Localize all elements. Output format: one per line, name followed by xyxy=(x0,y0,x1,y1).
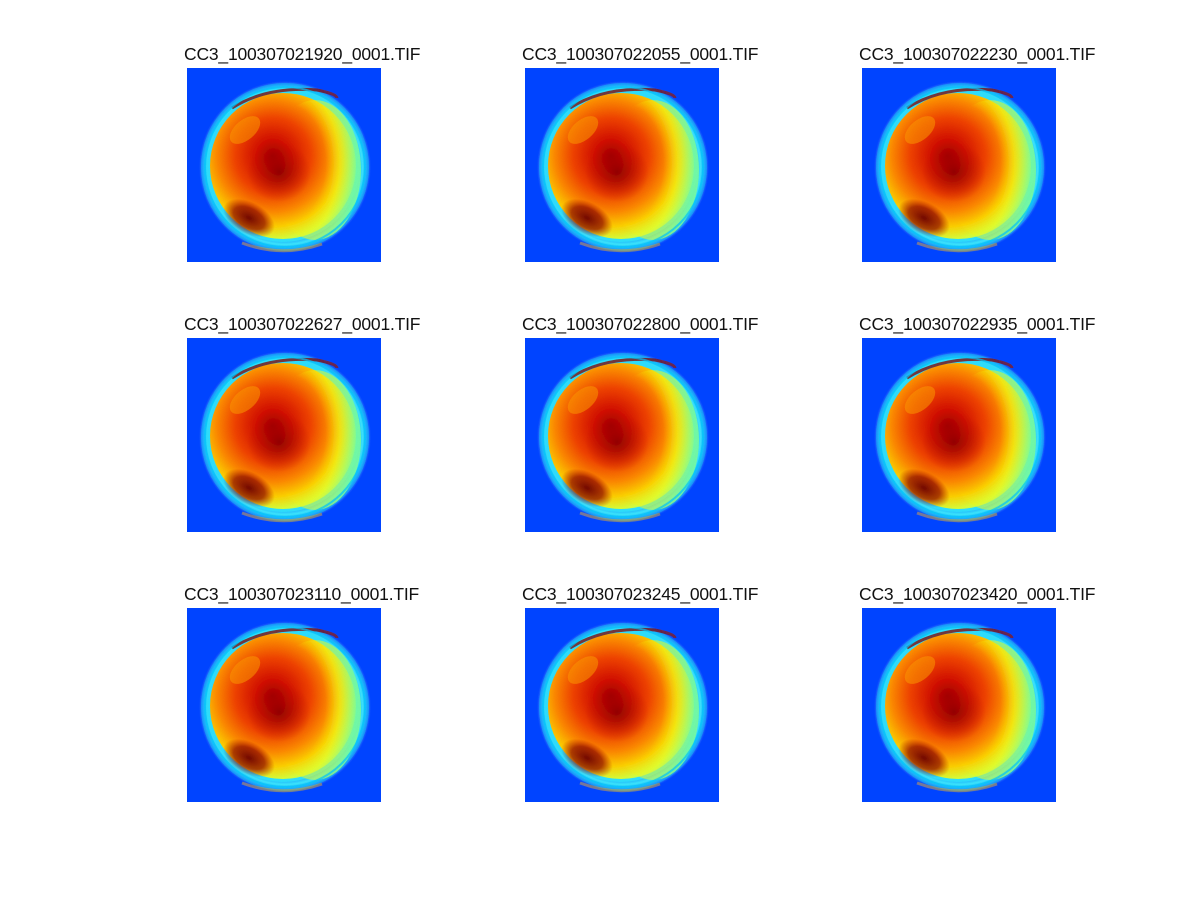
image-panel: CC3_100307022230_0001.TIF xyxy=(859,43,1142,263)
image-panel: CC3_100307023110_0001.TIF xyxy=(184,583,467,803)
false-color-disc-image xyxy=(862,68,1056,262)
panel-title: CC3_100307022627_0001.TIF xyxy=(184,314,421,334)
image-panel: CC3_100307023420_0001.TIF xyxy=(859,583,1142,803)
false-color-disc-image xyxy=(187,608,381,802)
image-panel: CC3_100307023245_0001.TIF xyxy=(522,583,805,803)
panel-title: CC3_100307022055_0001.TIF xyxy=(522,44,759,64)
image-panel: CC3_100307022935_0001.TIF xyxy=(859,313,1142,533)
false-color-disc-image xyxy=(525,338,719,532)
false-color-disc-image xyxy=(862,608,1056,802)
false-color-disc-image xyxy=(187,338,381,532)
false-color-disc-image xyxy=(525,608,719,802)
panel-title: CC3_100307022230_0001.TIF xyxy=(859,44,1096,64)
panel-title: CC3_100307023420_0001.TIF xyxy=(859,584,1096,604)
image-panel: CC3_100307021920_0001.TIF xyxy=(184,43,467,263)
image-panel: CC3_100307022800_0001.TIF xyxy=(522,313,805,533)
false-color-disc-image xyxy=(862,338,1056,532)
image-panel: CC3_100307022627_0001.TIF xyxy=(184,313,467,533)
panel-title: CC3_100307023110_0001.TIF xyxy=(184,584,420,604)
false-color-disc-image xyxy=(525,68,719,262)
image-panel: CC3_100307022055_0001.TIF xyxy=(522,43,805,263)
false-color-disc-image xyxy=(187,68,381,262)
panel-title: CC3_100307021920_0001.TIF xyxy=(184,44,421,64)
panel-title: CC3_100307022935_0001.TIF xyxy=(859,314,1096,334)
panel-title: CC3_100307022800_0001.TIF xyxy=(522,314,759,334)
panel-title: CC3_100307023245_0001.TIF xyxy=(522,584,759,604)
